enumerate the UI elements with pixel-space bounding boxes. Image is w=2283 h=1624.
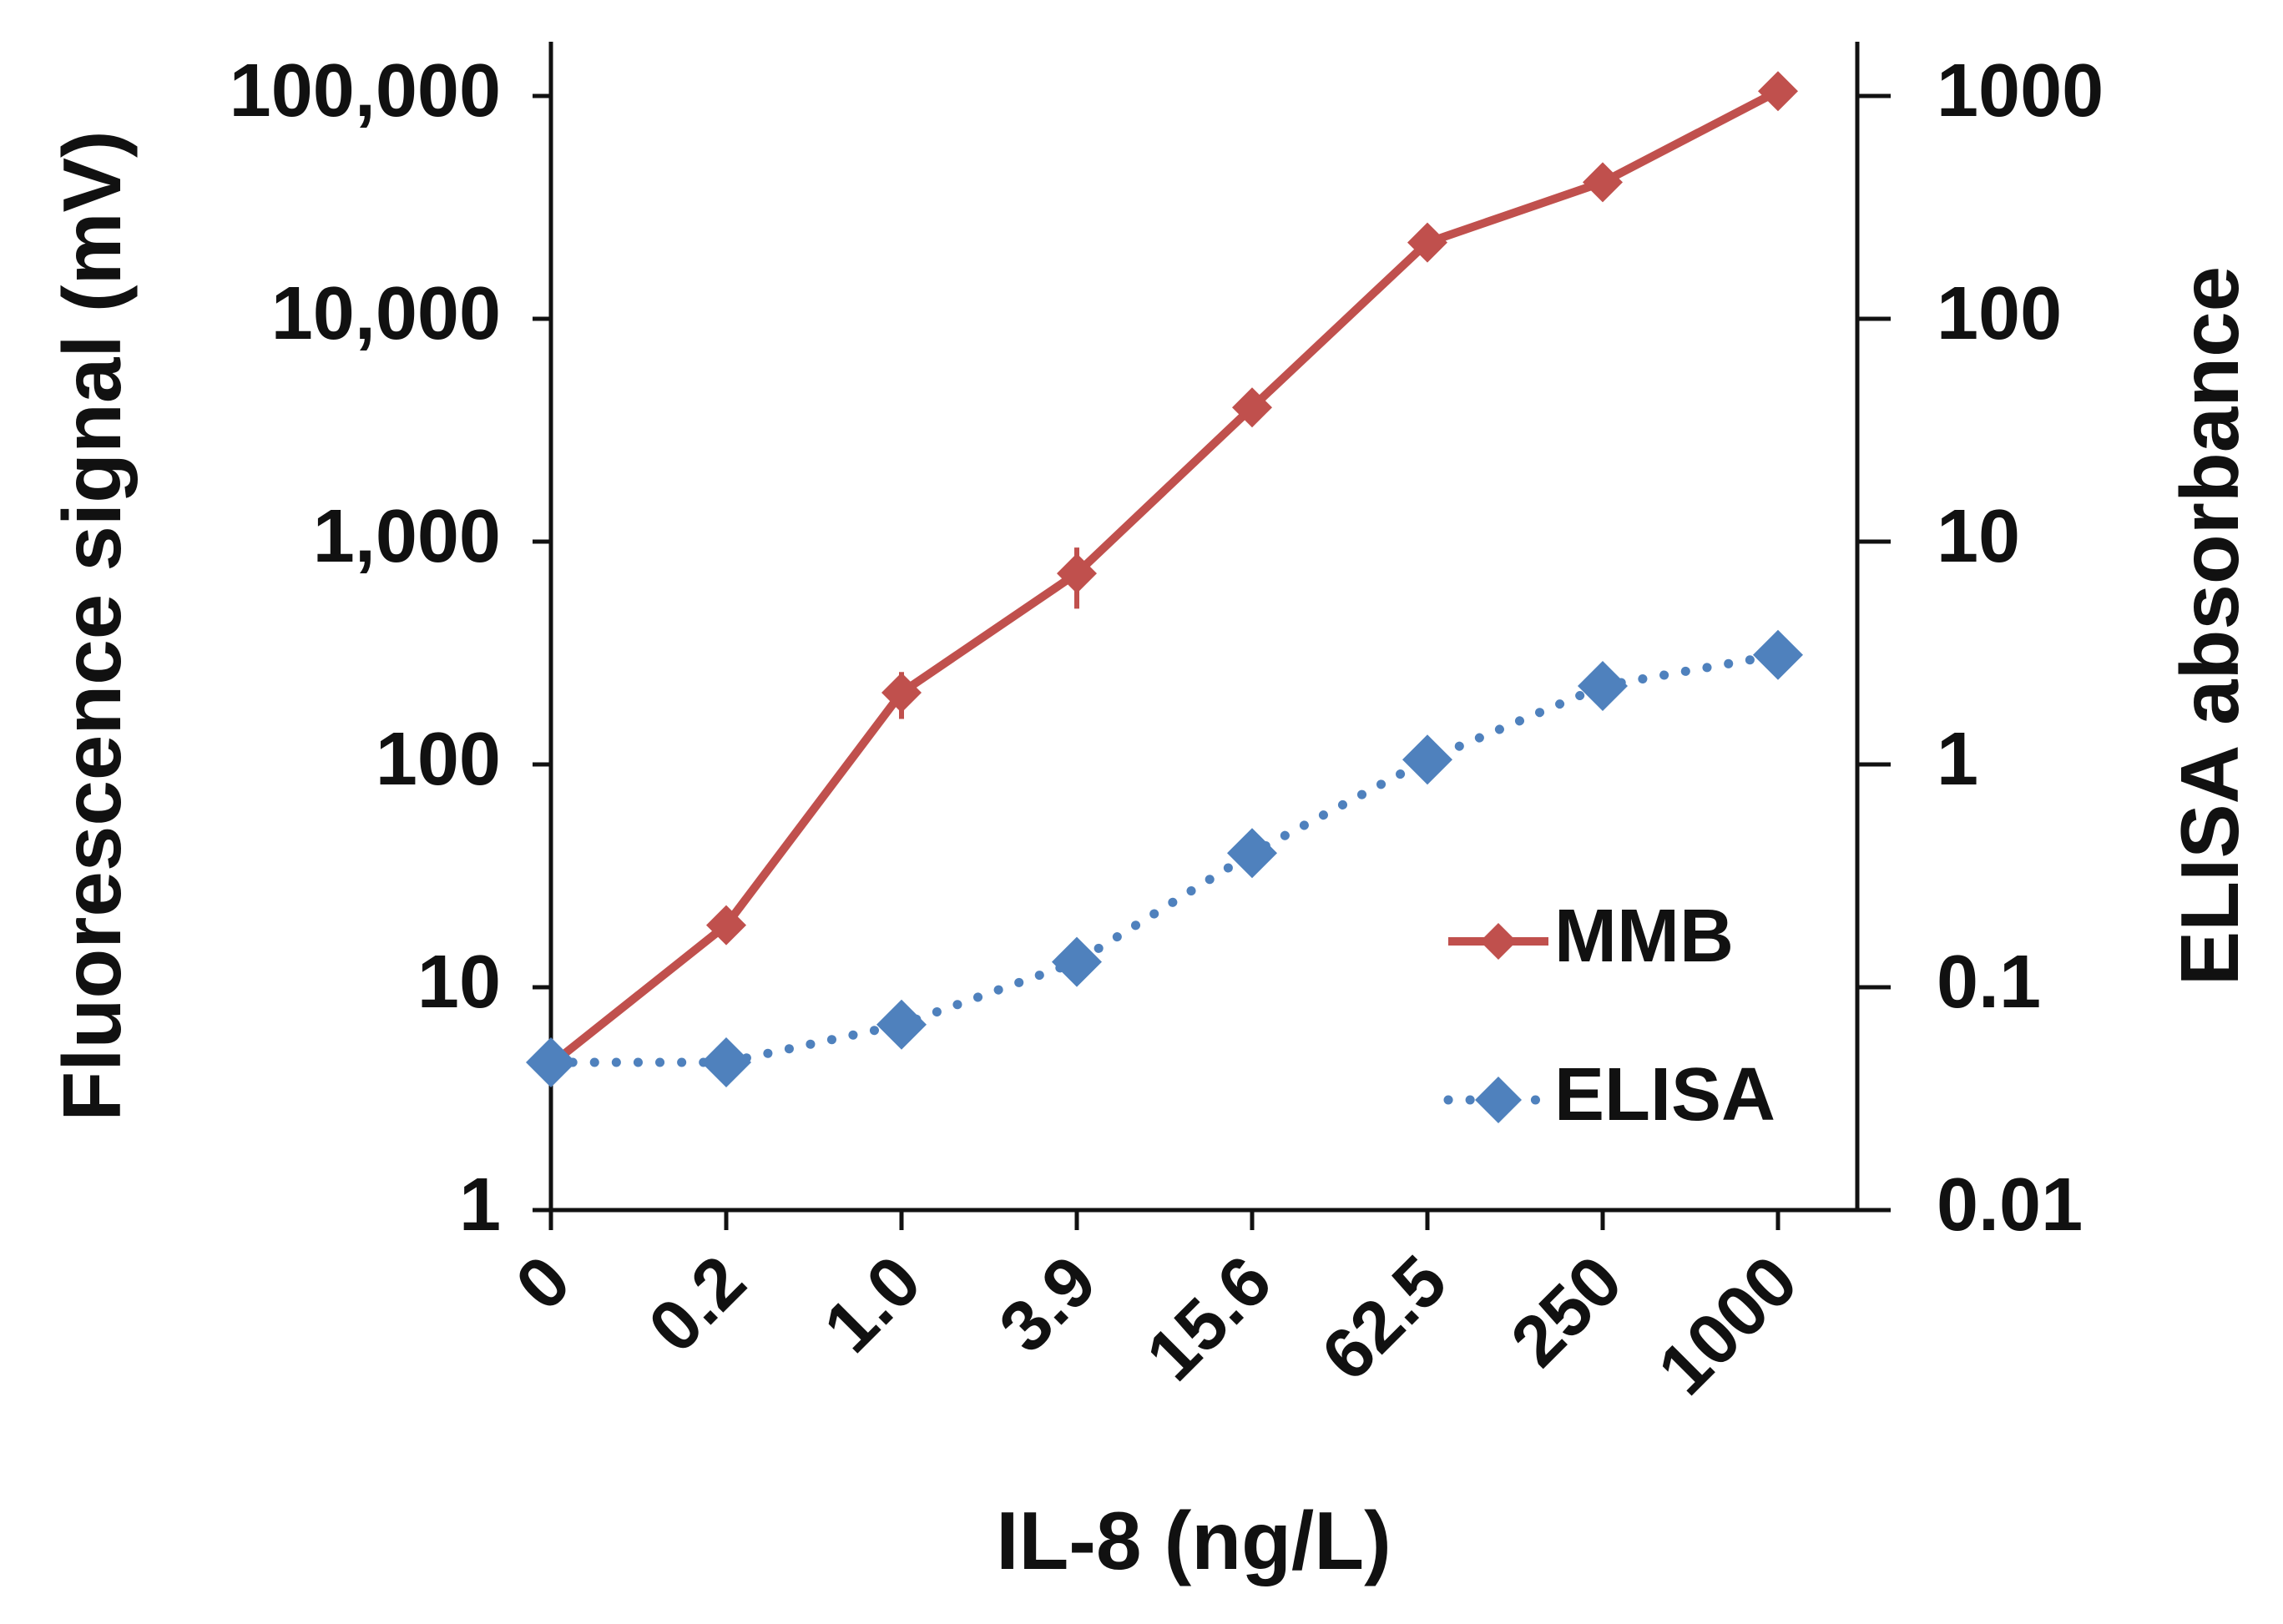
elisa-point [1052, 936, 1102, 987]
elisa-point [876, 999, 927, 1050]
left-tick-label: 100 [376, 718, 501, 801]
x-ticks: 0 0.2 1.0 3.9 15.6 62.5 250 1000 [501, 1210, 1812, 1410]
x-axis-label: IL-8 (ng/L) [996, 1495, 1392, 1586]
x-tick-label: 0.2 [634, 1241, 760, 1368]
mmb-point [1583, 162, 1623, 203]
right-tick-label: 0.01 [1937, 1163, 2083, 1247]
elisa-point [526, 1037, 576, 1087]
mmb-point [1057, 553, 1097, 594]
legend-mmb-label: MMB [1554, 895, 1734, 978]
x-tick-label: 0 [501, 1241, 586, 1326]
elisa-point [1753, 629, 1803, 680]
left-ticks: 1 10 100 1,000 10,000 100,000 [230, 49, 551, 1247]
legend-item-mmb: MMB [1448, 895, 1734, 978]
series-layer [526, 71, 1803, 1087]
mmb-point [1407, 222, 1447, 263]
elisa-point [1227, 828, 1277, 879]
axes [548, 42, 1891, 1213]
legend-item-elisa: ELISA [1443, 1053, 1775, 1137]
y-axis-label: Fluorescence signal (mV) [46, 130, 138, 1121]
left-tick-label: 10 [417, 941, 501, 1024]
right-tick-label: 100 [1937, 272, 2062, 356]
legend-elisa-label: ELISA [1554, 1053, 1775, 1137]
right-tick-label: 0.1 [1937, 941, 2041, 1024]
right-ticks: 0.01 0.1 1 10 100 1000 [1857, 49, 2104, 1247]
x-tick-label: 250 [1496, 1241, 1637, 1382]
mmb-point [1758, 71, 1798, 112]
left-tick-label: 10,000 [271, 272, 501, 356]
x-tick-label: 62.5 [1306, 1241, 1462, 1396]
x-tick-label: 1.0 [809, 1241, 936, 1368]
elisa-point [701, 1037, 751, 1087]
series-elisa [526, 629, 1803, 1087]
elisa-point [1402, 734, 1452, 785]
mmb-point [1232, 387, 1272, 428]
right-tick-label: 1000 [1937, 49, 2104, 133]
legend-mmb-marker [1480, 923, 1517, 960]
mmb-point [706, 905, 746, 946]
right-tick-label: 10 [1937, 495, 2020, 578]
legend-elisa-marker [1475, 1077, 1522, 1123]
x-tick-label: 1000 [1643, 1241, 1812, 1410]
x-tick-label: 15.6 [1131, 1241, 1286, 1396]
mmb-line [548, 87, 1780, 1068]
left-tick-label: 1,000 [313, 495, 501, 578]
mmb-point [881, 673, 922, 713]
elisa-point [1578, 661, 1628, 711]
elisa-line [546, 650, 1783, 1067]
left-tick-label: 1 [459, 1163, 501, 1247]
x-tick-label: 3.9 [984, 1241, 1111, 1368]
right-tick-label: 1 [1937, 718, 1978, 801]
y2-axis-label: ELISA absorbance [2164, 266, 2255, 986]
left-tick-label: 100,000 [230, 49, 501, 133]
legend: MMB ELISA [1443, 895, 1775, 1137]
